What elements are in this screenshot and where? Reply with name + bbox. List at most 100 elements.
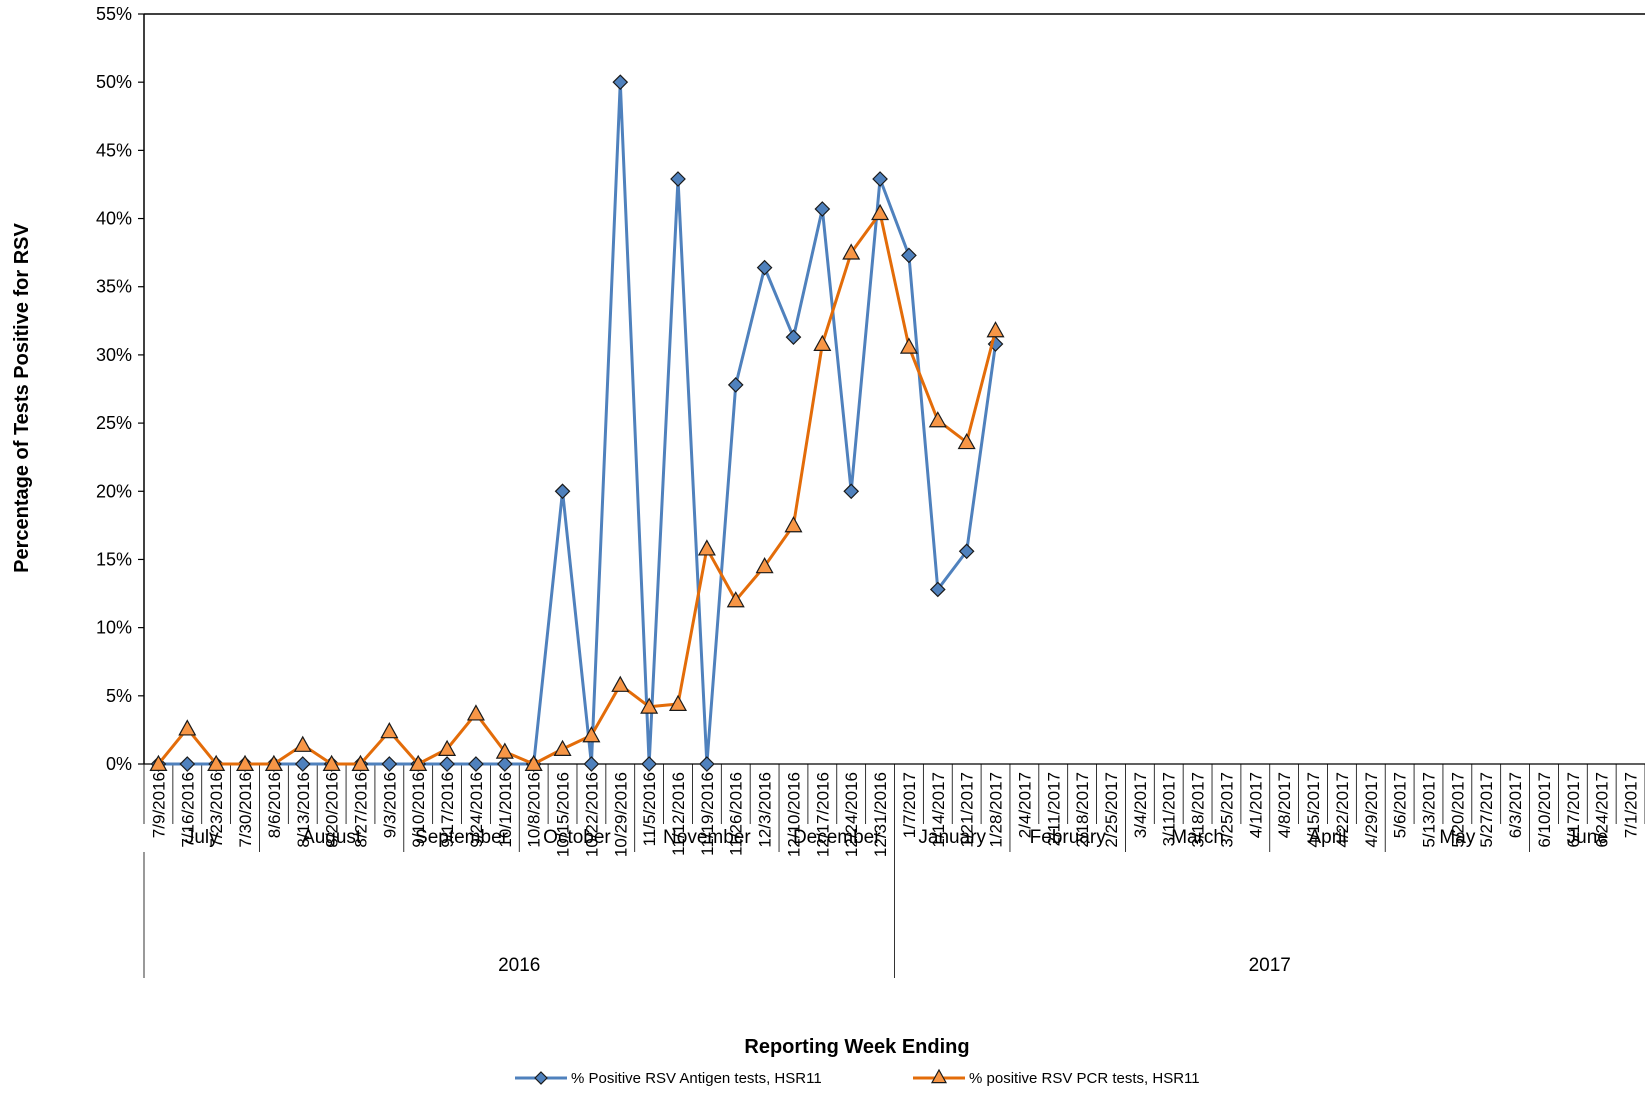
antigen-point — [929, 581, 946, 598]
legend-triangle-icon — [930, 1068, 948, 1084]
x-tick-label: 7/23/2016 — [207, 772, 226, 848]
pcr-point — [986, 321, 1005, 338]
x-tick-label: 6/10/2017 — [1535, 772, 1554, 848]
x-tick-label: 5/13/2017 — [1420, 772, 1439, 848]
x-tick-label: 1/28/2017 — [987, 772, 1006, 848]
month-label: May — [1439, 827, 1475, 848]
pcr-point — [611, 675, 630, 692]
x-axis-title: Reporting Week Ending — [744, 1036, 969, 1058]
legend-label: % positive RSV PCR tests, HSR11 — [969, 1070, 1200, 1087]
month-label: February — [1030, 827, 1107, 848]
pcr-point — [524, 754, 543, 772]
x-tick-label: 2/18/2017 — [1073, 772, 1092, 848]
x-tick-label: 9/24/2016 — [467, 772, 486, 848]
x-tick-label: 11/26/2016 — [727, 772, 746, 856]
month-label: March — [1171, 827, 1224, 848]
antigen-point — [843, 483, 860, 500]
pcr-point — [438, 739, 457, 757]
series-antigen — [150, 74, 1004, 772]
pcr-point — [813, 334, 832, 351]
legend-label: % Positive RSV Antigen tests, HSR11 — [571, 1070, 822, 1087]
year-label: 2016 — [498, 955, 540, 976]
antigen-point — [612, 74, 629, 91]
antigen-point — [699, 756, 715, 772]
month-label: September — [415, 827, 509, 848]
pcr-point — [928, 411, 947, 428]
pcr-point — [899, 337, 918, 354]
antigen-point — [439, 756, 455, 772]
x-tick-label: 12/17/2016 — [813, 772, 832, 857]
antigen-point — [756, 259, 773, 276]
month-label: July — [185, 827, 219, 848]
x-tick-label: 8/27/2016 — [351, 772, 370, 848]
x-tick-label: 5/27/2017 — [1477, 772, 1496, 848]
x-tick-label: 6/24/2017 — [1593, 772, 1612, 848]
antigen-point — [872, 171, 888, 187]
antigen-point — [381, 756, 398, 772]
x-tick-label: 3/25/2017 — [1217, 772, 1236, 848]
antigen-line — [158, 80, 998, 766]
y-tick-label: 5% — [106, 686, 132, 706]
pcr-point — [755, 557, 774, 574]
y-tick-label: 25% — [96, 413, 132, 433]
antigen-point — [554, 483, 571, 500]
x-tick-label: 4/1/2017 — [1246, 772, 1265, 838]
x-tick-label: 2/25/2017 — [1102, 772, 1121, 848]
pcr-point — [264, 754, 283, 772]
x-tick-label: 7/30/2016 — [236, 772, 255, 848]
x-tick-label: 4/22/2017 — [1333, 772, 1352, 848]
x-tick-label: 11/19/2016 — [698, 772, 717, 856]
month-label: January — [918, 827, 986, 848]
antigen-point — [901, 247, 917, 264]
month-label: June — [1567, 827, 1608, 848]
y-tick-label: 45% — [96, 140, 132, 160]
antigen-point — [727, 377, 744, 393]
pcr-point — [957, 432, 976, 450]
y-tick-label: 15% — [96, 549, 132, 569]
month-label: October — [543, 827, 611, 848]
pcr-point — [668, 694, 688, 712]
x-axis: 7/9/2016 7/16/2016 7/23/2016 7/30/2016 8/6/2… — [143, 763, 1645, 978]
x-tick-label: 8/13/2016 — [294, 772, 313, 848]
x-tick-label: 12/24/2016 — [842, 772, 861, 857]
pcr-point — [178, 719, 197, 736]
x-tick-label: 5/6/2017 — [1391, 772, 1410, 838]
month-label: April — [1308, 827, 1346, 848]
pcr-point — [293, 735, 312, 752]
pcr-point — [380, 722, 399, 739]
x-tick-label: 4/29/2017 — [1362, 772, 1381, 848]
y-tick-label: 35% — [96, 277, 132, 297]
pcr-point — [784, 516, 803, 533]
x-tick-label: 3/4/2017 — [1131, 772, 1150, 838]
pcr-point — [351, 754, 370, 772]
x-tick-label: 10/15/2016 — [554, 772, 573, 857]
y-tick-label: 0% — [106, 754, 132, 774]
x-tick-label: 3/11/2017 — [1160, 772, 1179, 846]
x-tick-label: 2/4/2017 — [1015, 772, 1034, 838]
pcr-point — [207, 754, 226, 772]
y-tick-label: 20% — [96, 481, 132, 501]
y-tick-label: 55% — [96, 4, 132, 24]
x-tick-label: 10/8/2016 — [525, 772, 544, 848]
pcr-point — [582, 726, 601, 743]
series-layer — [149, 74, 1005, 772]
x-tick-label: 7/1/2017 — [1622, 772, 1641, 838]
antigen-point — [496, 756, 513, 772]
x-tick-label: 11/5/2016 — [640, 772, 659, 846]
x-tick-label: 5/20/2017 — [1448, 772, 1467, 848]
legend-diamond-icon — [534, 1071, 548, 1085]
series-pcr — [149, 203, 1005, 772]
pcr-point — [697, 539, 716, 556]
antigen-point — [814, 201, 831, 217]
month-label: August — [302, 827, 362, 848]
x-tick-label: 9/3/2016 — [380, 772, 399, 838]
x-tick-label: 9/17/2016 — [438, 772, 457, 848]
y-axis-title: Percentage of Tests Positive for RSV — [11, 222, 33, 572]
x-tick-label: 10/22/2016 — [582, 772, 601, 857]
x-tick-label: 10/29/2016 — [611, 772, 630, 857]
antigen-point — [785, 329, 802, 346]
pcr-point — [322, 754, 341, 772]
pcr-point — [466, 704, 485, 721]
legend: % Positive RSV Antigen tests, HSR11 % pos… — [515, 1068, 1200, 1087]
